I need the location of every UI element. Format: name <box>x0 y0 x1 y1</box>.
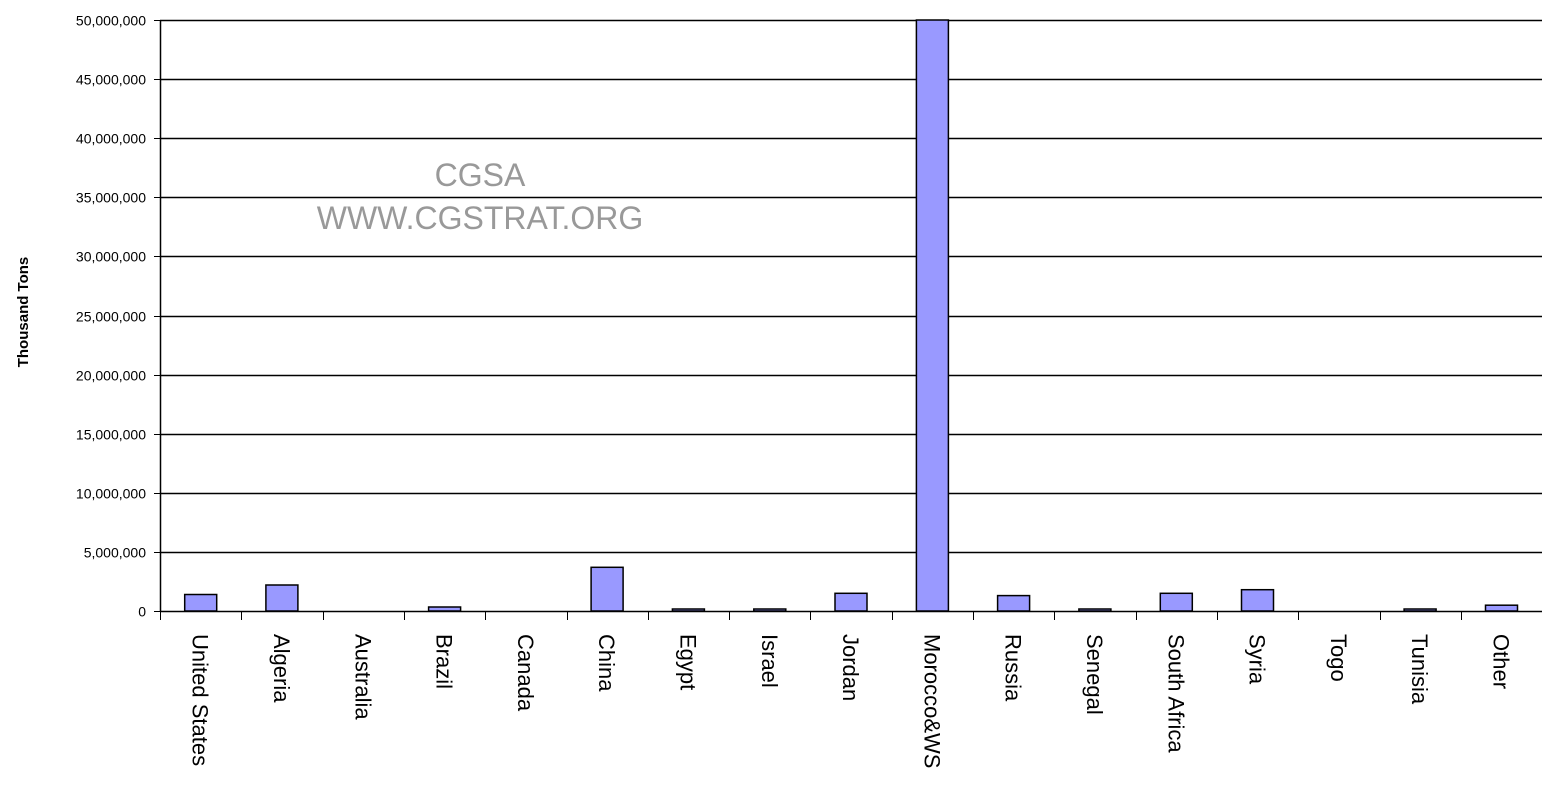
y-tick-label: 20,000,000 <box>76 368 146 384</box>
x-tick-label: Algeria <box>269 634 294 703</box>
y-tick-label: 10,000,000 <box>76 486 146 502</box>
y-tick-label: 30,000,000 <box>76 249 146 265</box>
bar-algeria <box>265 584 299 612</box>
x-tick-labels: United States Algeria Australia Brazil Canad… <box>188 634 1514 768</box>
watermark-line-1: CGSA <box>435 157 526 193</box>
bar-tunisia <box>1403 608 1437 612</box>
y-tick-label: 15,000,000 <box>76 427 146 443</box>
y-tick-label: 5,000,000 <box>84 545 146 561</box>
bar-syria <box>1240 588 1275 612</box>
bar-egypt <box>671 608 706 612</box>
bar-russia <box>996 594 1031 612</box>
x-tick-label: Australia <box>350 634 375 720</box>
bar-other <box>1484 604 1519 612</box>
x-tick-label: Tunisia <box>1407 634 1432 705</box>
x-tick-label: Canada <box>513 634 538 712</box>
bar-israel <box>753 608 787 612</box>
x-tick-label: Israel <box>757 634 782 688</box>
x-tick-label: Morocco&WS <box>919 634 944 768</box>
x-tick-label: Senegal <box>1082 634 1107 715</box>
bar-china <box>590 566 624 612</box>
x-tick-label: Syria <box>1245 634 1270 685</box>
axes <box>154 20 1542 620</box>
y-tick-label: 40,000,000 <box>76 131 146 147</box>
x-tick-label: Egypt <box>675 634 700 690</box>
y-tick-label: 25,000,000 <box>76 309 146 325</box>
y-axis-label: Thousand Tons <box>15 257 32 368</box>
y-tick-label: 45,000,000 <box>76 72 146 88</box>
bars <box>183 19 1519 612</box>
gridlines <box>160 19 1542 554</box>
watermark: CGSA WWW.CGSTRAT.ORG <box>317 157 643 236</box>
y-tick-label: 35,000,000 <box>76 190 146 206</box>
x-tick-label: Jordan <box>838 634 863 701</box>
bar-jordan <box>834 592 868 612</box>
y-tick-label: 0 <box>138 604 146 620</box>
bar-brazil <box>427 606 462 612</box>
x-tick-label: United States <box>188 634 213 766</box>
x-tick-label: Russia <box>1001 634 1026 702</box>
x-tick-label: Brazil <box>432 634 457 689</box>
watermark-line-2: WWW.CGSTRAT.ORG <box>317 200 643 236</box>
bar-south-africa <box>1159 592 1194 612</box>
x-tick-label: South Africa <box>1163 634 1188 753</box>
y-tick-label: 50,000,000 <box>76 13 146 29</box>
x-tick-label: Other <box>1489 634 1514 689</box>
x-tick-label: Togo <box>1326 634 1351 682</box>
y-tick-labels: 0 5,000,000 10,000,000 15,000,000 20,000,000… <box>76 13 146 620</box>
bar-senegal <box>1078 608 1112 612</box>
bar-morocco-ws <box>915 19 950 612</box>
x-tick-label: China <box>594 634 619 692</box>
bar-united-states <box>183 593 218 612</box>
